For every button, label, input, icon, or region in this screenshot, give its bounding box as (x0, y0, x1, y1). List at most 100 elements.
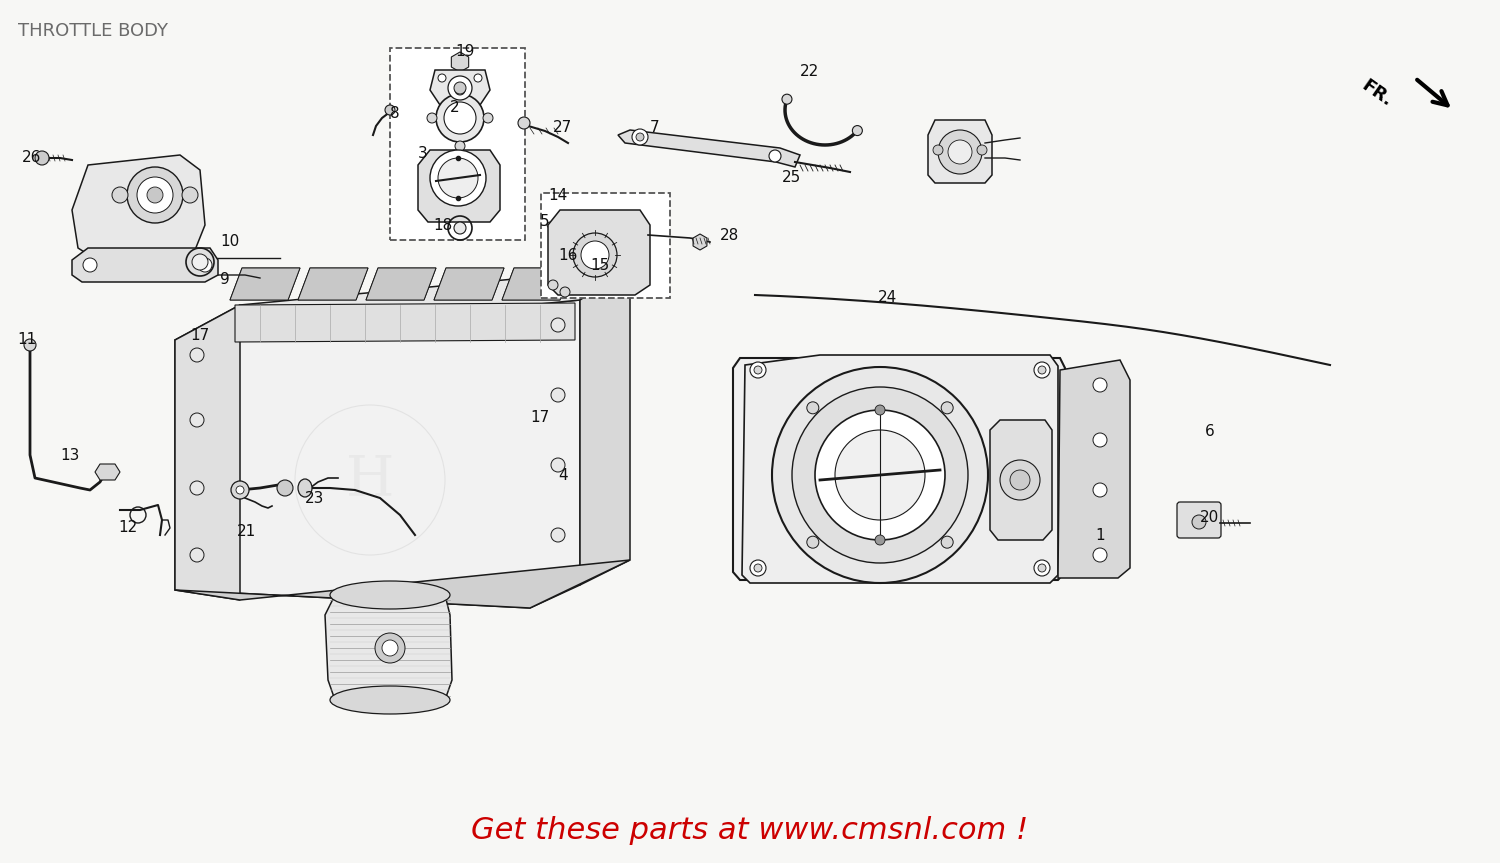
Polygon shape (419, 150, 500, 222)
Polygon shape (230, 268, 300, 300)
Circle shape (236, 486, 244, 494)
Circle shape (438, 74, 446, 82)
Circle shape (940, 536, 952, 548)
Circle shape (1034, 560, 1050, 576)
Text: 28: 28 (720, 228, 740, 243)
Circle shape (474, 74, 482, 82)
Circle shape (190, 413, 204, 427)
Circle shape (770, 150, 782, 162)
Polygon shape (176, 560, 630, 608)
Polygon shape (298, 268, 368, 300)
Ellipse shape (330, 686, 450, 714)
Circle shape (382, 640, 398, 656)
Text: 7: 7 (650, 121, 660, 135)
Circle shape (807, 536, 819, 548)
Circle shape (807, 402, 819, 414)
Text: 8: 8 (390, 105, 399, 121)
FancyBboxPatch shape (390, 48, 525, 240)
Polygon shape (176, 268, 630, 340)
Circle shape (1010, 470, 1031, 490)
Circle shape (1038, 366, 1046, 374)
Circle shape (632, 129, 648, 145)
Circle shape (1094, 378, 1107, 392)
Circle shape (192, 254, 208, 270)
Circle shape (278, 480, 292, 496)
Circle shape (182, 187, 198, 203)
Circle shape (448, 76, 472, 100)
Circle shape (573, 233, 616, 277)
Circle shape (874, 535, 885, 545)
Polygon shape (72, 248, 217, 282)
Circle shape (1034, 362, 1050, 378)
Text: 17: 17 (530, 411, 549, 425)
Polygon shape (72, 155, 206, 262)
Circle shape (112, 187, 128, 203)
Polygon shape (928, 120, 992, 183)
Circle shape (754, 564, 762, 572)
Circle shape (836, 430, 926, 520)
Circle shape (1094, 548, 1107, 562)
Circle shape (550, 318, 566, 332)
Polygon shape (176, 305, 240, 600)
Circle shape (454, 222, 466, 234)
Text: 6: 6 (1204, 425, 1215, 439)
FancyBboxPatch shape (542, 193, 670, 298)
Text: 25: 25 (782, 169, 801, 185)
Circle shape (750, 560, 766, 576)
Polygon shape (430, 70, 490, 105)
Text: Get these parts at www.cmsnl.com !: Get these parts at www.cmsnl.com ! (471, 816, 1029, 845)
Circle shape (190, 548, 204, 562)
Text: H: H (346, 452, 394, 507)
Circle shape (852, 126, 862, 135)
Text: 12: 12 (118, 520, 138, 534)
Circle shape (1094, 483, 1107, 497)
Text: 27: 27 (554, 121, 573, 135)
Polygon shape (503, 268, 572, 300)
Text: 9: 9 (220, 273, 230, 287)
Text: 18: 18 (433, 217, 453, 232)
Text: 24: 24 (878, 289, 897, 305)
Circle shape (444, 102, 476, 134)
Polygon shape (366, 268, 436, 300)
Text: 26: 26 (22, 150, 42, 166)
Text: 21: 21 (237, 525, 256, 539)
Polygon shape (503, 268, 572, 300)
Text: 15: 15 (590, 257, 609, 273)
Circle shape (548, 280, 558, 290)
Circle shape (750, 362, 766, 378)
Circle shape (190, 481, 204, 495)
Circle shape (782, 94, 792, 104)
Circle shape (933, 145, 944, 155)
Text: 14: 14 (548, 187, 567, 203)
Text: THROTTLE BODY: THROTTLE BODY (18, 22, 168, 40)
Circle shape (190, 348, 204, 362)
Circle shape (1000, 460, 1039, 500)
Circle shape (636, 133, 644, 141)
Polygon shape (990, 420, 1052, 540)
Circle shape (454, 85, 465, 95)
Text: 10: 10 (220, 235, 240, 249)
Circle shape (550, 458, 566, 472)
Text: 4: 4 (558, 468, 567, 482)
Text: 19: 19 (454, 45, 474, 60)
Circle shape (24, 339, 36, 351)
Polygon shape (734, 358, 1065, 580)
Polygon shape (433, 268, 504, 300)
FancyBboxPatch shape (1178, 502, 1221, 538)
Polygon shape (548, 210, 650, 295)
Circle shape (518, 117, 530, 129)
Circle shape (1192, 515, 1206, 529)
Circle shape (940, 402, 952, 414)
Circle shape (550, 388, 566, 402)
Text: FR.: FR. (1358, 76, 1396, 110)
Circle shape (427, 113, 436, 123)
Text: 13: 13 (60, 448, 80, 463)
Circle shape (430, 150, 486, 206)
Text: 22: 22 (800, 65, 819, 79)
Polygon shape (1058, 360, 1130, 578)
Circle shape (1094, 433, 1107, 447)
Ellipse shape (298, 479, 312, 497)
Polygon shape (326, 595, 452, 700)
Polygon shape (742, 355, 1058, 583)
Circle shape (772, 367, 988, 583)
